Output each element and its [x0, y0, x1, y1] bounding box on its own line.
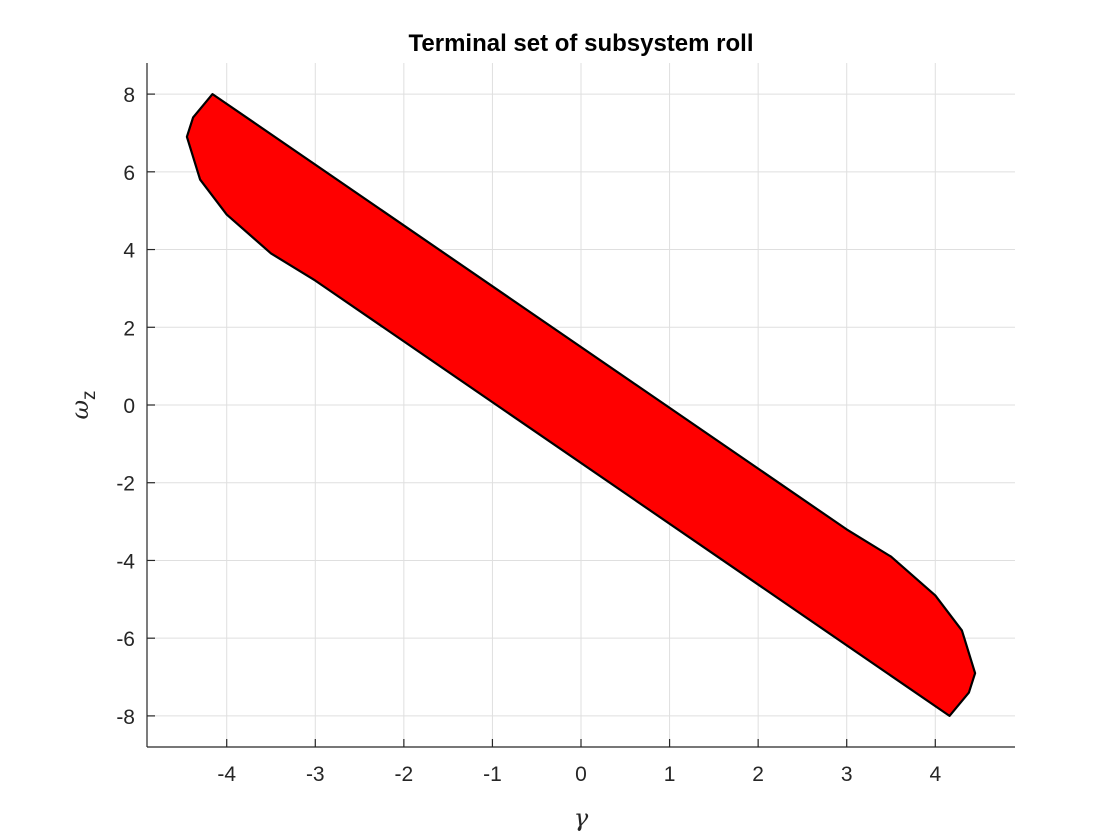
y-tick-label: 8: [123, 84, 135, 107]
terminal-set-region: [185, 92, 977, 718]
y-tick-label: -4: [116, 550, 135, 573]
y-tick-label: -2: [116, 473, 135, 496]
x-tick-label: -1: [483, 763, 502, 786]
x-tick-label: 2: [752, 763, 764, 786]
y-tick-label: 4: [123, 240, 135, 263]
x-tick-label: 4: [929, 763, 941, 786]
y-tick-label: 0: [123, 395, 135, 418]
x-axis-label: γ: [574, 804, 589, 832]
y-axis-label-symbol: ω: [66, 400, 94, 420]
y-axis-label-subscript: z: [79, 390, 100, 400]
chart-title: Terminal set of subsystem roll: [409, 30, 754, 57]
y-axis-label: ωz: [66, 390, 100, 419]
y-tick-label: -8: [116, 706, 135, 729]
x-tick-label: 0: [575, 763, 587, 786]
y-tick-label: 2: [123, 317, 135, 340]
ticks: -4 -3 -2 -1 0 1 2 3 4 -8 -6 -4 -2 0 2 4 6 8: [116, 84, 941, 786]
terminal-set-polygon: [185, 92, 977, 718]
x-tick-label: 1: [664, 763, 676, 786]
x-tick-label: -4: [217, 763, 236, 786]
x-tick-label: 3: [841, 763, 853, 786]
x-tick-label: -2: [395, 763, 414, 786]
x-tick-label: -3: [306, 763, 325, 786]
y-tick-label: 6: [123, 162, 135, 185]
y-tick-label: -6: [116, 628, 135, 651]
